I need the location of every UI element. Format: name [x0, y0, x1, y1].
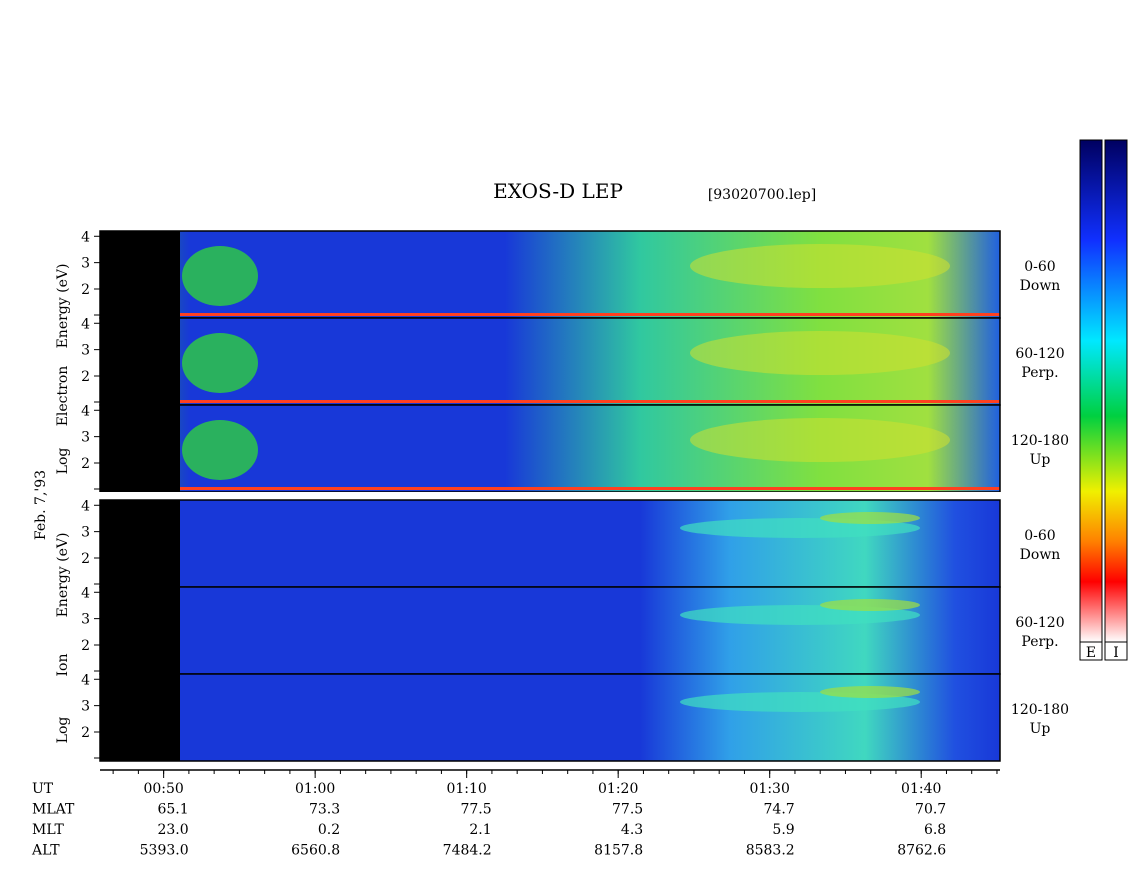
- y-tick-label: 2: [81, 638, 90, 654]
- data-gap: [100, 405, 180, 492]
- panel-frame: [99, 673, 1001, 762]
- y-tick-label: 2: [81, 725, 90, 741]
- color-bar-label: E: [1086, 645, 1096, 661]
- y-tick-label: 4: [81, 585, 90, 601]
- spectrogram-feature: [820, 686, 920, 698]
- spectrogram-feature: [182, 420, 258, 480]
- time-tick-label: 01:40: [901, 781, 941, 797]
- ephemeris-value: 0.2: [318, 822, 340, 838]
- ephemeris-value: 5393.0: [140, 843, 189, 859]
- ephemeris-value: 7484.2: [443, 843, 492, 859]
- y-tick-label: 2: [81, 551, 90, 567]
- y-axis-label: Log: [55, 448, 71, 475]
- data-gap: [100, 674, 180, 761]
- time-tick-label: 01:20: [598, 781, 638, 797]
- spectrogram-feature: [182, 246, 258, 306]
- spectrogram-feature: [690, 244, 950, 288]
- ephemeris-value: 6560.8: [291, 843, 340, 859]
- y-tick-label: 3: [81, 525, 90, 541]
- y-tick-label: 3: [81, 699, 90, 715]
- spectrogram-band: [180, 487, 1000, 490]
- ephemeris-value: 8583.2: [746, 843, 795, 859]
- y-tick-label: 4: [81, 229, 90, 245]
- spectrogram-feature: [690, 331, 950, 375]
- ephemeris-value: 65.1: [157, 802, 188, 818]
- y-axis-label: Energy (eV): [55, 533, 71, 618]
- color-bar-label-box: [1104, 641, 1128, 661]
- ephemeris-value: 77.5: [612, 802, 643, 818]
- y-tick-label: 3: [81, 430, 90, 446]
- ephemeris-value: 23.0: [157, 822, 188, 838]
- y-tick-label: 3: [81, 343, 90, 359]
- data-gap: [100, 500, 180, 587]
- spectrogram-band: [180, 313, 1000, 316]
- ephemeris-row-label: UT: [32, 781, 54, 797]
- file-name: [93020700.lep]: [708, 187, 816, 203]
- color-bar: [1079, 139, 1103, 643]
- ephemeris-row-label: ALT: [31, 843, 60, 859]
- spectrogram-feature: [820, 512, 920, 524]
- ephemeris-value: 74.7: [764, 802, 795, 818]
- y-axis-label: Ion: [55, 654, 71, 677]
- ephemeris-value: 2.1: [469, 822, 491, 838]
- y-axis-label: Electron: [55, 366, 71, 427]
- color-bar-label-box: [1079, 641, 1103, 661]
- spectrogram-feature: [182, 333, 258, 393]
- ephemeris-value: 6.8: [924, 822, 946, 838]
- panel-label: Down: [1020, 278, 1061, 294]
- panel-label: 60-120: [1015, 615, 1064, 631]
- time-tick-label: 01:30: [750, 781, 790, 797]
- y-tick-label: 2: [81, 456, 90, 472]
- time-tick-label: 01:10: [446, 781, 486, 797]
- y-tick-label: 4: [81, 316, 90, 332]
- panel-label: 0-60: [1024, 528, 1055, 544]
- data-gap: [100, 587, 180, 674]
- title: EXOS-D LEP: [493, 179, 623, 203]
- ephemeris-value: 73.3: [309, 802, 340, 818]
- panel-label: 0-60: [1024, 259, 1055, 275]
- panel-label: 60-120: [1015, 346, 1064, 362]
- ephemeris-value: 5.9: [772, 822, 794, 838]
- y-tick-label: 2: [81, 282, 90, 298]
- panel-label: Down: [1020, 547, 1061, 563]
- panel-label: 120-180: [1011, 433, 1069, 449]
- y-tick-label: 4: [81, 672, 90, 688]
- ephemeris-row-label: MLAT: [32, 802, 75, 818]
- y-tick-label: 2: [81, 369, 90, 385]
- time-tick-label: 00:50: [143, 781, 183, 797]
- y-axis-label: Energy (eV): [55, 264, 71, 349]
- panel-label: Perp.: [1021, 365, 1058, 381]
- spectrogram-band: [180, 400, 1000, 403]
- panel-label: Perp.: [1021, 634, 1058, 650]
- y-tick-label: 4: [81, 498, 90, 514]
- date-label: Feb. 7,'93: [33, 470, 49, 540]
- panel-label: 120-180: [1011, 702, 1069, 718]
- spectrogram-feature: [820, 599, 920, 611]
- y-tick-label: 3: [81, 612, 90, 628]
- y-axis-label: Log: [55, 717, 71, 744]
- data-gap: [100, 318, 180, 405]
- time-tick-label: 01:00: [295, 781, 335, 797]
- data-gap: [100, 231, 180, 318]
- color-bar: [1104, 139, 1128, 643]
- y-tick-label: 3: [81, 256, 90, 272]
- color-bar-label: I: [1113, 645, 1119, 661]
- ephemeris-row-label: MLT: [32, 822, 64, 838]
- ephemeris-value: 8762.6: [897, 843, 946, 859]
- group-gap: [98, 492, 1002, 499]
- ephemeris-value: 70.7: [915, 802, 946, 818]
- panel-label: Up: [1030, 721, 1051, 737]
- ephemeris-value: 4.3: [621, 822, 643, 838]
- ephemeris-value: 8157.8: [594, 843, 643, 859]
- ephemeris-value: 77.5: [460, 802, 491, 818]
- spectrogram-feature: [690, 418, 950, 462]
- y-tick-label: 4: [81, 403, 90, 419]
- panel-label: Up: [1030, 452, 1051, 468]
